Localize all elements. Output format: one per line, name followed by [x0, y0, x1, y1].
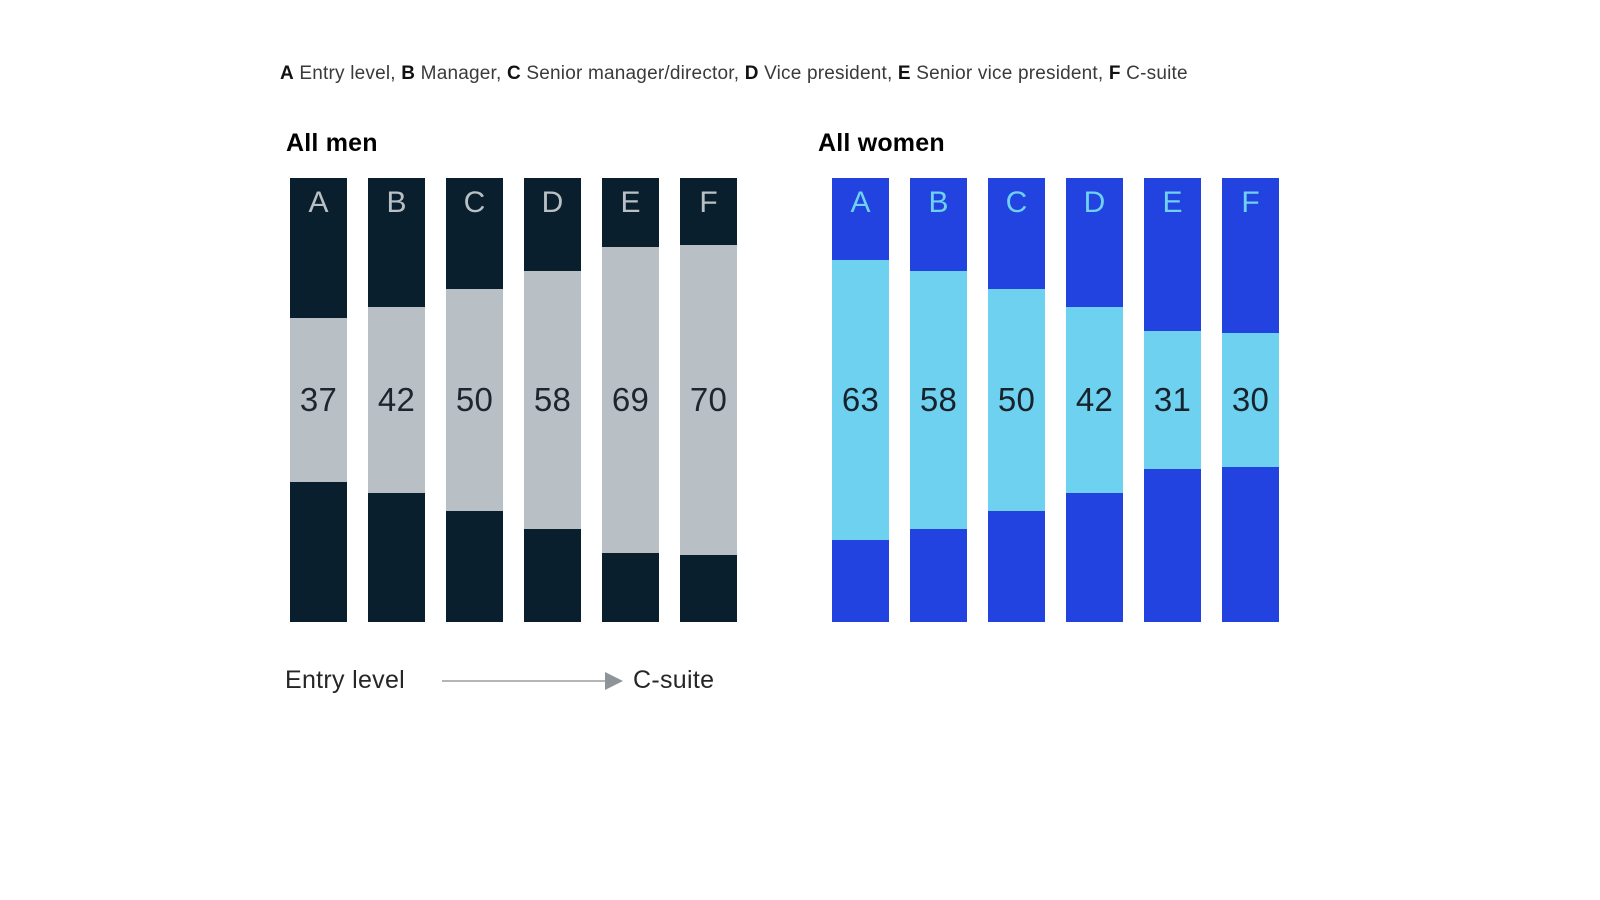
- bar-A: 37 A: [290, 178, 347, 622]
- bar-top-segment: [1066, 178, 1123, 307]
- bar-category-letter: F: [699, 186, 718, 219]
- bar-top-segment: [602, 178, 659, 247]
- bar-value: 30: [1231, 380, 1270, 418]
- bar-E: 31 E: [1144, 178, 1201, 622]
- bar-top-segment: [290, 178, 347, 318]
- legend-label-E: Senior vice president,: [910, 63, 1109, 84]
- bar-C: 50 C: [988, 178, 1045, 622]
- bar-value-band: 58: [910, 271, 967, 529]
- bar-D: 42 D: [1066, 178, 1123, 622]
- bar-B: 42 B: [368, 178, 425, 622]
- bar-category-letter: E: [1162, 186, 1183, 219]
- bar-value: 50: [455, 381, 494, 418]
- bar-top-segment: [368, 178, 425, 307]
- bar-category-letter: B: [386, 186, 407, 219]
- bar-E: 69 E: [602, 178, 659, 622]
- legend-key-B: B: [401, 63, 416, 84]
- bar-bottom-segment: [602, 553, 659, 622]
- bar-bottom-segment: [290, 482, 347, 622]
- bar-bottom-segment: [1066, 493, 1123, 622]
- axis-arrowhead-icon: [605, 672, 623, 690]
- bar-value-band: 42: [368, 306, 425, 494]
- bar-bottom-segment: [368, 493, 425, 622]
- bars-all-women: 63 A 58 B 50 C 42 D 31 E 30 F: [832, 178, 1279, 622]
- bar-category-letter: C: [463, 186, 486, 219]
- bar-C: 50 C: [446, 178, 503, 622]
- bar-bottom-segment: [910, 528, 967, 622]
- axis-arrow-line: [442, 680, 606, 682]
- bar-value: 70: [689, 380, 728, 418]
- bar-top-segment: [524, 178, 581, 272]
- axis-end-label: C-suite: [633, 666, 715, 694]
- legend-label-B: Manager,: [415, 63, 507, 84]
- bar-top-segment: [680, 178, 737, 245]
- legend-key-C: C: [506, 63, 521, 84]
- bar-bottom-segment: [680, 555, 737, 622]
- bar-category-letter: F: [1241, 186, 1260, 219]
- bar-value-band: 69: [602, 246, 659, 554]
- bar-F: 70 F: [680, 178, 737, 622]
- bar-category-letter: E: [620, 186, 641, 219]
- bar-value: 58: [919, 380, 958, 418]
- bar-category-letter: C: [1005, 186, 1028, 219]
- bar-value-band: 50: [988, 289, 1045, 511]
- legend-label-F: C-suite: [1120, 63, 1188, 84]
- legend-label-A: Entry level,: [293, 63, 402, 84]
- bar-top-segment: [988, 178, 1045, 289]
- bar-top-segment: [446, 178, 503, 289]
- bar-value: 63: [841, 380, 880, 418]
- bar-top-segment: [832, 178, 889, 261]
- bar-value: 58: [533, 380, 572, 418]
- bar-value-band: 37: [290, 317, 347, 483]
- legend-label-D: Vice president,: [758, 63, 898, 84]
- bar-A: 63 A: [832, 178, 889, 622]
- bar-category-letter: D: [1083, 186, 1106, 219]
- bar-value-band: 63: [832, 260, 889, 540]
- bar-bottom-segment: [988, 511, 1045, 622]
- level-legend: A Entry level, B Manager, C Senior manag…: [280, 63, 1188, 85]
- legend-key-F: F: [1108, 63, 1121, 84]
- bar-value: 42: [377, 380, 416, 418]
- bar-bottom-segment: [1144, 468, 1201, 622]
- bar-bottom-segment: [446, 511, 503, 622]
- bar-value-band: 70: [680, 244, 737, 556]
- bar-bottom-segment: [524, 528, 581, 622]
- legend-key-E: E: [897, 63, 911, 84]
- bar-value-band: 31: [1144, 331, 1201, 469]
- bar-value-band: 30: [1222, 333, 1279, 467]
- chart-title-all-women: All women: [818, 129, 945, 157]
- bar-category-letter: D: [541, 186, 564, 219]
- bar-F: 30 F: [1222, 178, 1279, 622]
- bar-top-segment: [1222, 178, 1279, 334]
- bar-value: 31: [1153, 380, 1192, 418]
- bar-B: 58 B: [910, 178, 967, 622]
- bar-category-letter: A: [850, 186, 871, 219]
- bar-value: 37: [299, 380, 338, 418]
- axis-start-label: Entry level: [285, 666, 406, 694]
- legend-label-C: Senior manager/director,: [520, 63, 745, 84]
- bar-value-band: 50: [446, 289, 503, 511]
- bar-top-segment: [1144, 178, 1201, 332]
- bar-value: 69: [611, 380, 650, 418]
- bar-value: 42: [1075, 380, 1114, 418]
- bar-bottom-segment: [1222, 466, 1279, 622]
- bar-bottom-segment: [832, 539, 889, 622]
- legend-key-A: A: [280, 63, 294, 84]
- bar-value-band: 42: [1066, 306, 1123, 494]
- bar-top-segment: [910, 178, 967, 272]
- bar-value: 50: [997, 381, 1036, 418]
- bar-category-letter: B: [928, 186, 949, 219]
- bars-all-men: 37 A 42 B 50 C 58 D 69 E 70 F: [290, 178, 737, 622]
- bar-value-band: 58: [524, 271, 581, 529]
- bar-category-letter: A: [308, 186, 329, 219]
- legend-key-D: D: [744, 63, 759, 84]
- bar-D: 58 D: [524, 178, 581, 622]
- chart-title-all-men: All men: [286, 129, 378, 157]
